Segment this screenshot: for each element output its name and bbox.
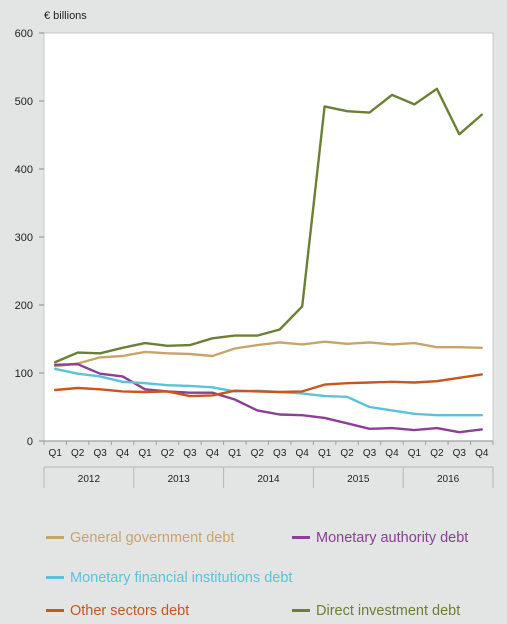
x-tick-label-quarter: Q3: [453, 448, 467, 459]
x-tick-label-quarter: Q4: [475, 448, 489, 459]
y-tick-label: 100: [15, 368, 33, 380]
x-tick-label-quarter: Q1: [138, 448, 152, 459]
x-tick-label-quarter: Q3: [273, 448, 287, 459]
legend-label: Monetary authority debt: [316, 530, 469, 546]
x-tick-label-year: 2013: [168, 474, 191, 485]
x-tick-label-quarter: Q3: [93, 448, 107, 459]
series-line: [54, 340, 483, 368]
series-line: [54, 373, 483, 398]
legend-item-direct-investment: Direct investment debt: [292, 603, 460, 619]
legend-label: General government debt: [70, 530, 235, 546]
x-tick-label-quarter: Q3: [363, 448, 377, 459]
legend-item-general-government: General government debt: [46, 530, 234, 546]
x-tick-label-quarter: Q1: [228, 448, 242, 459]
legend-swatch: [46, 608, 64, 612]
x-tick-label-quarter: Q1: [408, 448, 422, 459]
legend-item-monetary-financial-institutions: Monetary financial institutions debt: [46, 570, 292, 586]
x-tick-label-quarter: Q2: [251, 448, 265, 459]
x-tick-label-quarter: Q1: [49, 448, 63, 459]
legend-label: Other sectors debt: [70, 603, 190, 619]
legend-swatch: [46, 535, 64, 539]
y-tick-label: 600: [15, 28, 33, 40]
x-tick-label-quarter: Q4: [206, 448, 220, 459]
x-tick-label-quarter: Q4: [385, 448, 399, 459]
legend-swatch: [292, 608, 310, 612]
x-tick-label-quarter: Q4: [296, 448, 310, 459]
line-chart: € billions 0 100 200 300 400 500 600 Q1 Q2 Q3 Q4 Q…: [15, 10, 494, 488]
y-tick-label: 500: [15, 96, 33, 108]
legend-swatch: [292, 535, 310, 539]
x-tick-label-quarter: Q3: [183, 448, 197, 459]
y-tick-label: 300: [15, 232, 33, 244]
x-tick-label-quarter: Q2: [161, 448, 175, 459]
series-line: [54, 363, 483, 434]
y-tick-label: 400: [15, 164, 33, 176]
x-tick-label-year: 2012: [78, 474, 101, 485]
x-tick-label-quarter: Q2: [71, 448, 85, 459]
x-tick-label-year: 2016: [437, 474, 460, 485]
series-line: [54, 87, 483, 364]
x-tick-label-quarter: Q2: [340, 448, 354, 459]
x-tick-label-quarter: Q2: [430, 448, 444, 459]
x-tick-label-quarter: Q4: [116, 448, 130, 459]
legend-swatch: [46, 575, 64, 579]
legend-label: Monetary financial institutions debt: [70, 570, 293, 586]
x-tick-label-year: 2014: [257, 474, 280, 485]
y-tick-label: 0: [27, 436, 33, 448]
legend-item-other-sectors: Other sectors debt: [46, 603, 189, 619]
legend-item-monetary-authority: Monetary authority debt: [292, 530, 468, 546]
legend-label: Direct investment debt: [316, 603, 461, 619]
x-tick-label-quarter: Q1: [318, 448, 332, 459]
y-tick-label: 200: [15, 300, 33, 312]
y-axis-unit-label: € billions: [44, 10, 87, 22]
x-tick-label-year: 2015: [347, 474, 370, 485]
